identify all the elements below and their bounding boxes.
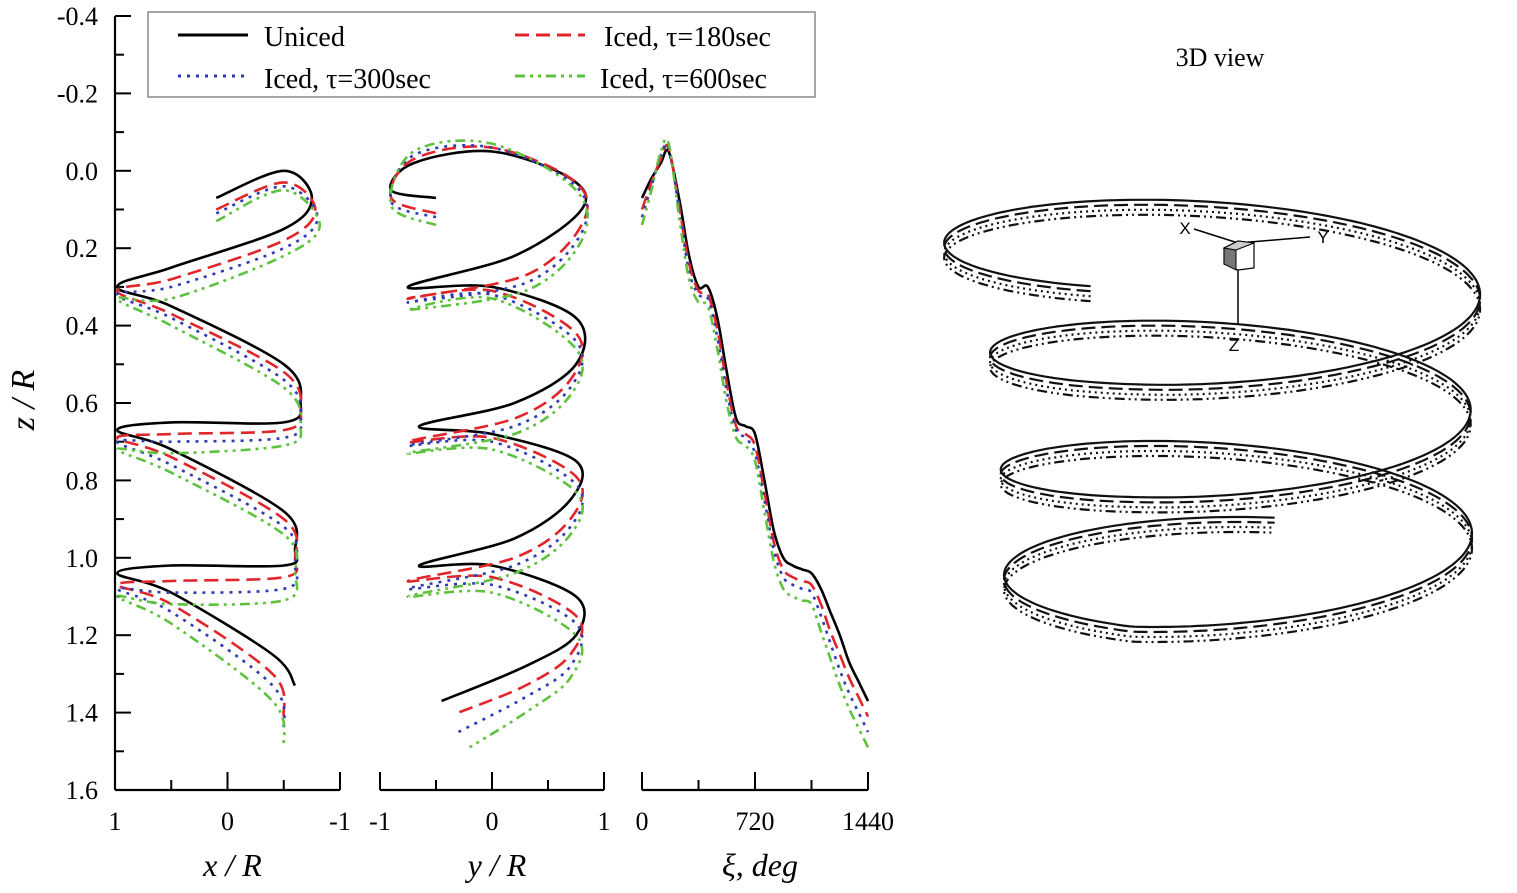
axis-x-label: X xyxy=(1179,219,1190,238)
x-tick-label: -1 xyxy=(329,807,351,836)
y-tick-label: 0.4 xyxy=(66,312,99,341)
legend-box xyxy=(147,11,816,98)
x-tick-label: 0 xyxy=(221,807,234,836)
helix-3d xyxy=(943,198,1482,644)
legend-label: Iced, τ=180sec xyxy=(604,22,771,53)
series-line-iced-3 xyxy=(115,188,322,748)
y-axis-label: z / R xyxy=(5,370,42,432)
x-tick-label: 1440 xyxy=(842,807,894,836)
y-tick-label: 0.6 xyxy=(66,389,99,418)
series-line-uniced xyxy=(115,169,314,687)
series-line-uniced xyxy=(389,149,588,703)
y-tick-label: 0.8 xyxy=(66,466,99,495)
series-line-iced-1 xyxy=(389,145,589,714)
legend: Uniced Iced, τ=180sec Iced, τ=300sec Iced, … xyxy=(147,11,816,98)
view-3d-title: 3D view xyxy=(1176,43,1265,72)
xi-panel: 0 720 1440 ξ, deg xyxy=(636,137,894,883)
y-tick-label: 1.4 xyxy=(66,699,99,728)
x-axis-label: y / R xyxy=(465,847,527,883)
y-tick-label: 0.2 xyxy=(66,234,99,263)
legend-label: Uniced xyxy=(264,22,345,53)
view-3d: 3D view X Y Z xyxy=(943,43,1482,644)
x-axis-label: x / R xyxy=(202,847,262,883)
axis-y-label: Y xyxy=(1317,228,1328,247)
x-tick-label: 0 xyxy=(636,807,649,836)
y-tick-label: -0.4 xyxy=(57,2,98,31)
y-tick-label: 1.0 xyxy=(66,544,99,573)
y-tick-label: -0.2 xyxy=(57,79,98,108)
x-axis-label: ξ, deg xyxy=(722,847,798,883)
y-panel: -1 0 1 y / R xyxy=(369,139,611,883)
y-tick-label: 1.2 xyxy=(66,621,99,650)
x-tick-label: -1 xyxy=(369,807,391,836)
helix-line-3 xyxy=(943,213,1482,644)
x-tick-label: 0 xyxy=(486,807,499,836)
series-line-iced-2 xyxy=(389,143,589,734)
legend-label: Iced, τ=300sec xyxy=(264,64,431,95)
series-line-uniced xyxy=(640,148,870,702)
helix-line-0 xyxy=(943,198,1482,629)
orientation-axes: X Y Z xyxy=(1179,219,1328,355)
y-tick-label: 0.0 xyxy=(66,157,99,186)
series-line-iced-3 xyxy=(389,139,589,749)
series-line-iced-2 xyxy=(115,184,319,733)
x-tick-label: 1 xyxy=(598,807,611,836)
x-tick-label: 720 xyxy=(736,807,775,836)
legend-items: Uniced Iced, τ=180sec Iced, τ=300sec Iced, … xyxy=(178,22,771,95)
series-line-iced-3 xyxy=(640,137,870,748)
y-tick-label: 1.6 xyxy=(66,776,99,805)
chart-panels: 1 0 -1x / R-0.4-0.20.00.20.40.60.81.01.21.… xyxy=(57,2,894,883)
legend-label: Iced, τ=600sec xyxy=(600,64,767,95)
series-line-iced-1 xyxy=(115,181,317,717)
axis-z-label: Z xyxy=(1229,336,1239,355)
helix-line-1 xyxy=(943,203,1482,634)
x-panel: 1 0 -1 x / R -0.4 -0.2 0.0 0.2 0.4 0.6 0.8 1.0 1.2 1.… xyxy=(57,2,351,883)
helix-line-2 xyxy=(943,208,1482,639)
x-tick-label: 1 xyxy=(109,807,122,836)
